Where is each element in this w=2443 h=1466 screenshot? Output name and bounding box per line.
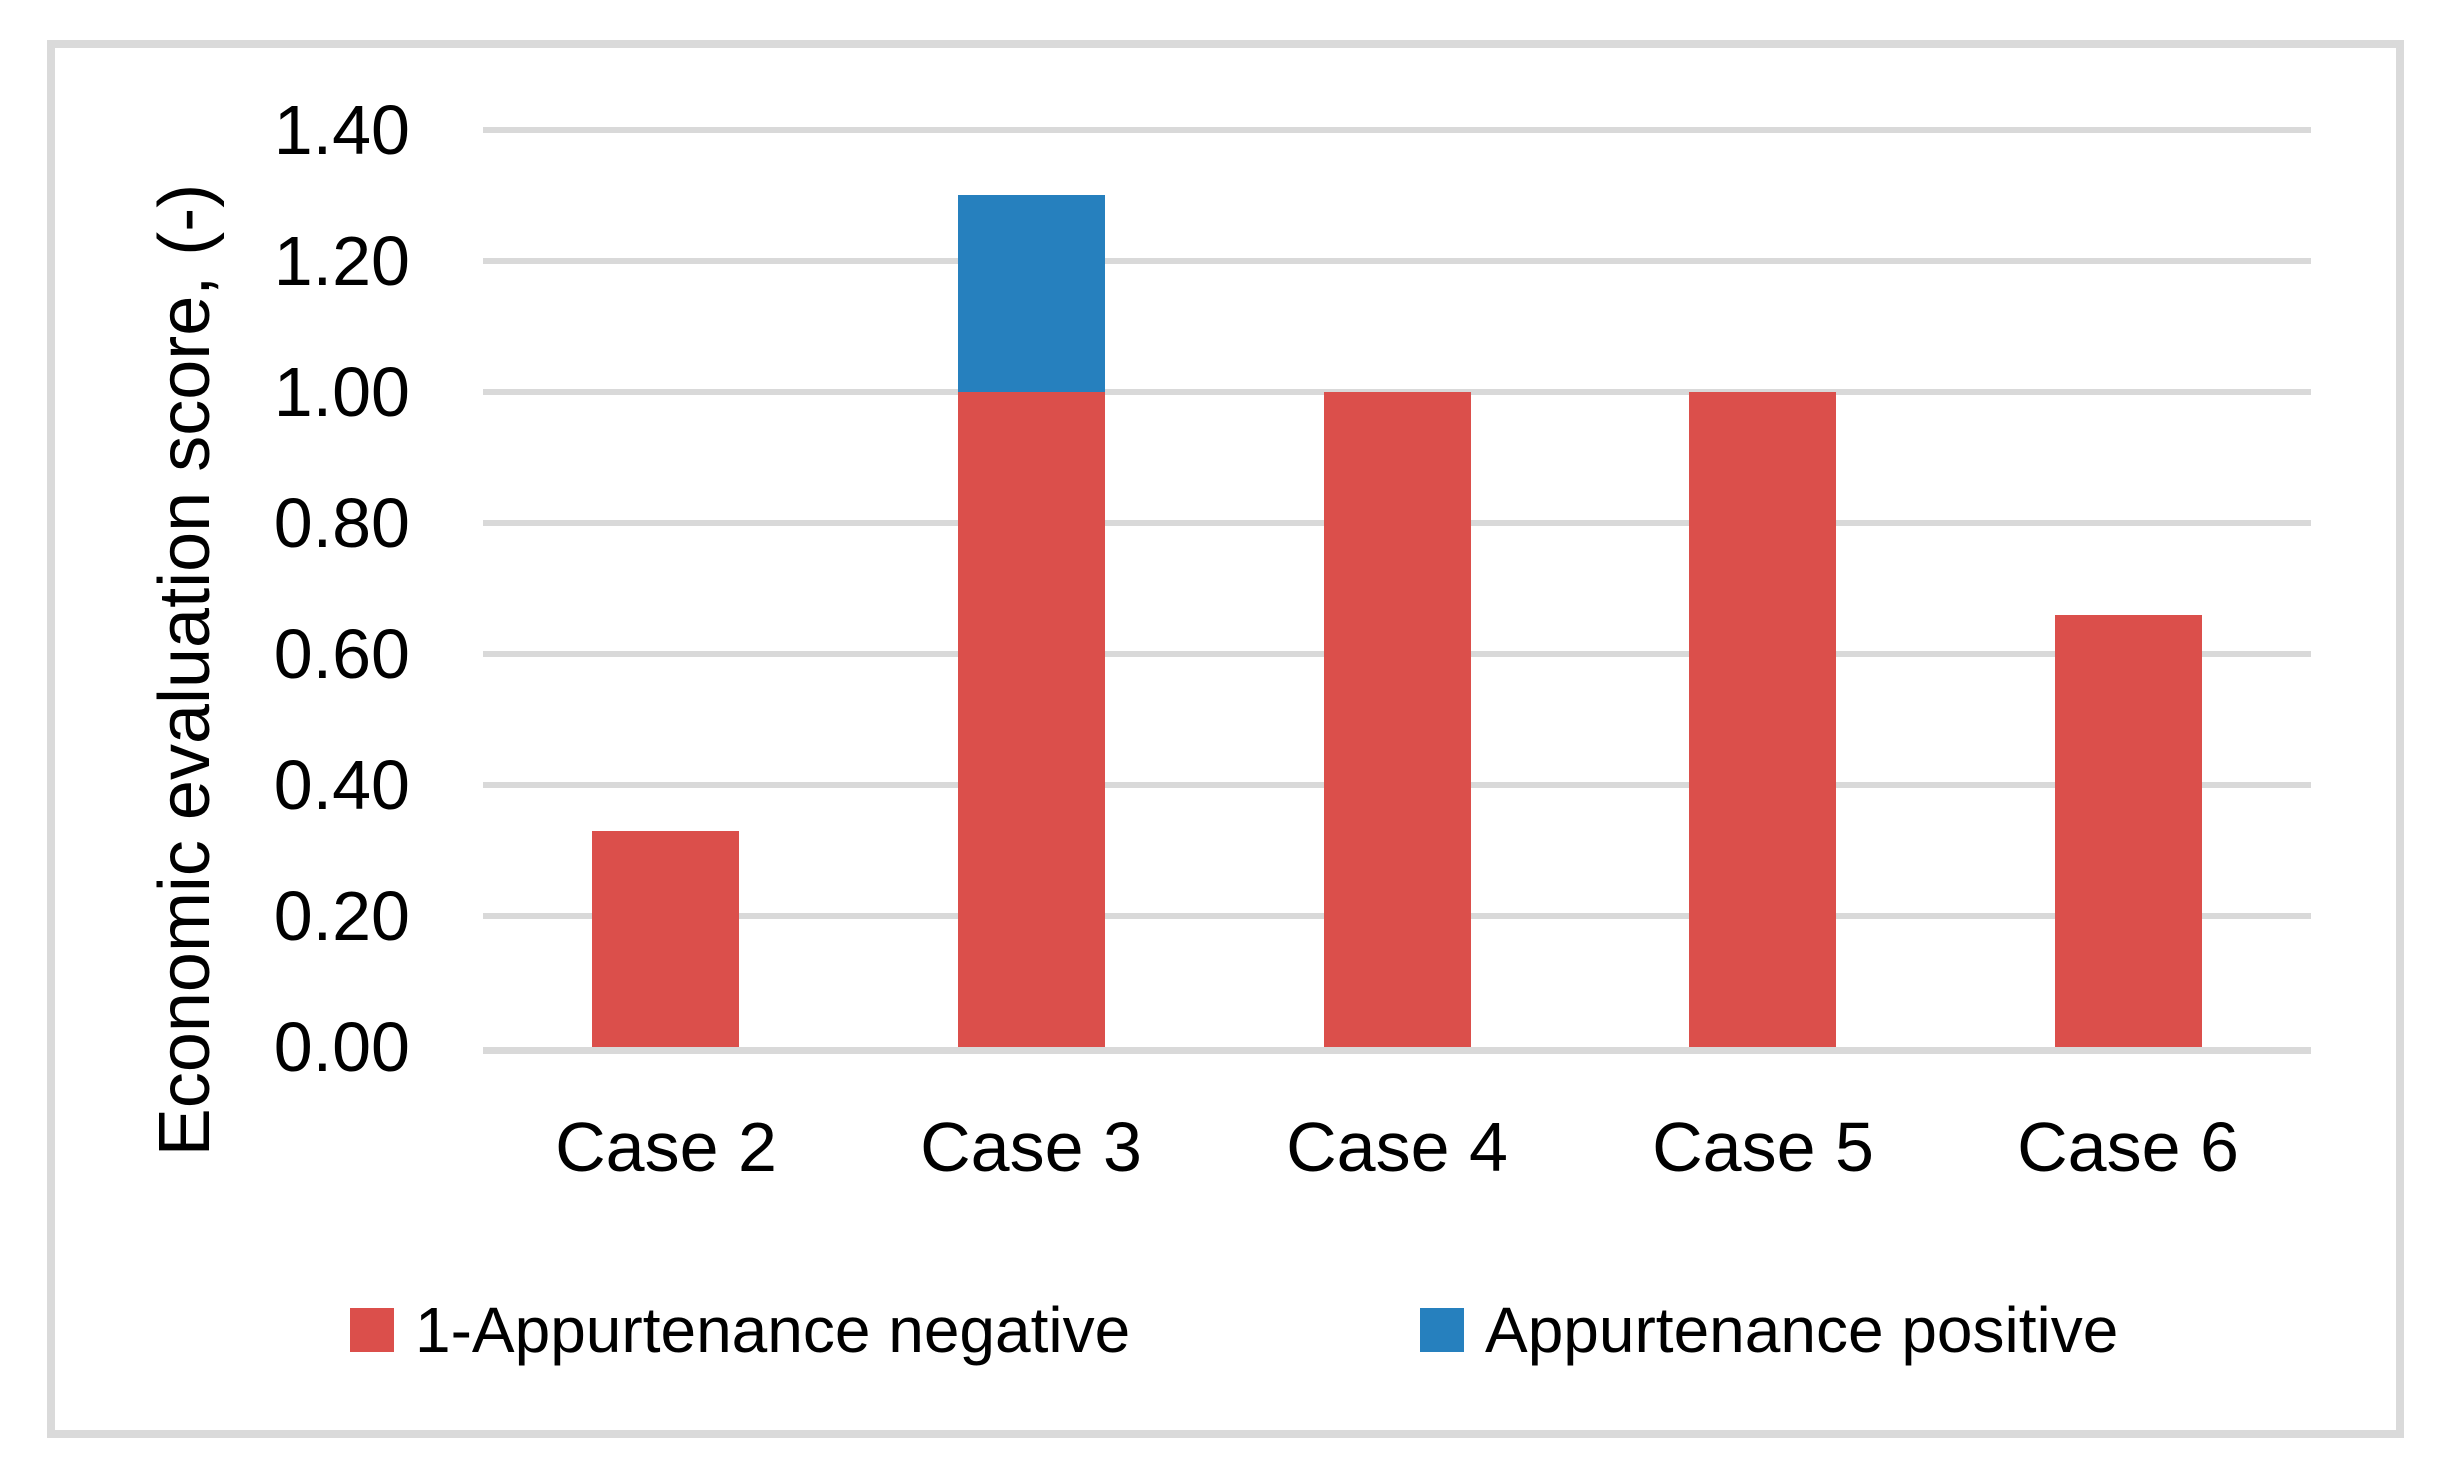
legend-item: Appurtenance positive <box>1420 1294 2119 1366</box>
bar-segment <box>1689 392 1836 1047</box>
x-axis-label: Case 3 <box>920 1108 1142 1186</box>
x-axis-label: Case 4 <box>1286 1108 1508 1186</box>
bar-segment <box>958 195 1105 392</box>
y-tick-label: 1.20 <box>273 222 410 300</box>
gridline <box>483 127 2311 133</box>
legend-swatch <box>350 1308 394 1352</box>
x-axis-line <box>483 1047 2311 1054</box>
legend-label: 1-Appurtenance negative <box>415 1294 1131 1366</box>
x-axis-label: Case 6 <box>2017 1108 2239 1186</box>
x-axis-label: Case 2 <box>555 1108 777 1186</box>
y-tick-label: 0.80 <box>273 484 410 562</box>
y-tick-label: 1.40 <box>273 91 410 169</box>
chart-border <box>47 40 2404 1438</box>
bar-segment <box>958 392 1105 1047</box>
x-axis-label: Case 5 <box>1652 1108 1874 1186</box>
y-tick-label: 0.20 <box>273 877 410 955</box>
y-tick-label: 1.00 <box>273 353 410 431</box>
gridline <box>483 258 2311 264</box>
legend-swatch <box>1420 1308 1464 1352</box>
bar-segment <box>2055 615 2202 1047</box>
legend-label: Appurtenance positive <box>1485 1294 2119 1366</box>
y-tick-label: 0.40 <box>273 746 410 824</box>
y-tick-label: 0.00 <box>273 1008 410 1086</box>
legend-item: 1-Appurtenance negative <box>350 1294 1131 1366</box>
y-tick-label: 0.60 <box>273 615 410 693</box>
bar-segment <box>592 831 739 1047</box>
bar-segment <box>1324 392 1471 1047</box>
